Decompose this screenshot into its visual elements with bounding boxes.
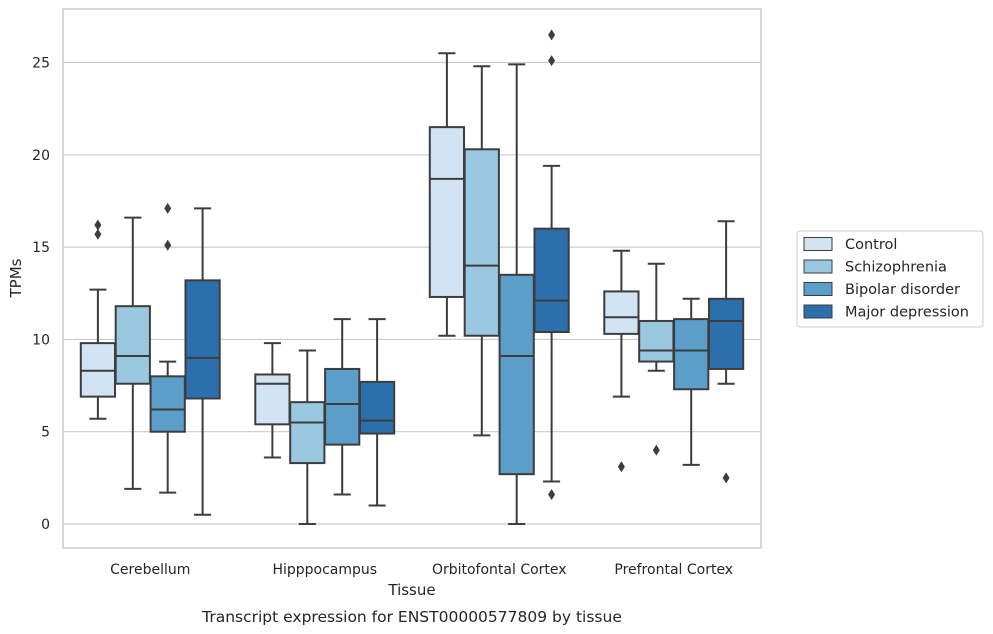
box-iqr [707, 297, 745, 370]
box-iqr [324, 367, 361, 446]
box-2-0 [428, 52, 466, 337]
box-iqr [254, 373, 291, 426]
outlier-point [548, 55, 556, 67]
box-iqr [184, 279, 221, 400]
x-axis-label: Tissue [387, 581, 435, 599]
outlier-point [94, 219, 102, 231]
box-3-3 [707, 220, 745, 484]
outlier-point [164, 239, 172, 251]
box-iqr [289, 401, 326, 465]
box-iqr [463, 148, 500, 337]
box-0-1 [114, 216, 151, 490]
outlier-point [548, 29, 556, 41]
box-3-0 [603, 249, 640, 473]
plot-frame [62, 8, 762, 549]
y-tick-label: 5 [41, 425, 50, 441]
box-1-3 [358, 318, 396, 507]
box-0-3 [184, 207, 221, 516]
legend-label: Schizophrenia [845, 260, 947, 276]
boxes [79, 29, 745, 526]
y-tick-label: 15 [32, 240, 50, 256]
box-2-3 [533, 29, 570, 500]
box-iqr [498, 273, 535, 476]
y-tick-label: 0 [41, 517, 50, 533]
x-tick-label: Hipppocampus [272, 562, 377, 578]
box-iqr [358, 380, 396, 435]
box-1-2 [324, 318, 361, 496]
outlier-point [94, 228, 102, 240]
legend-swatch [803, 282, 833, 296]
box-iqr [533, 227, 570, 334]
outlier-point [722, 472, 730, 484]
legend-swatch [803, 304, 833, 319]
box-iqr [673, 318, 710, 391]
outlier-point [652, 444, 660, 456]
box-3-2 [673, 297, 710, 466]
y-tick-label: 10 [32, 332, 50, 348]
box-2-1 [463, 65, 500, 437]
box-iqr [638, 319, 675, 363]
legend-label: Bipolar disorder [845, 282, 960, 298]
chart-caption: Transcript expression for ENST0000057780… [201, 608, 622, 626]
box-1-1 [289, 349, 326, 526]
outlier-point [617, 461, 625, 473]
y-axis-label: TPMs [7, 258, 25, 298]
y-axis-ticks: 0 5 10 15 20 25 [32, 56, 50, 533]
box-0-2 [149, 202, 186, 494]
box-2-2 [498, 63, 535, 526]
outlier-point [548, 488, 556, 500]
box-iqr [428, 126, 466, 298]
legend-swatch [803, 237, 833, 251]
x-tick-label: Prefrontal Cortex [614, 562, 733, 578]
y-tick-label: 20 [32, 148, 50, 164]
box-iqr [149, 375, 186, 433]
legend-frame [796, 230, 984, 328]
x-tick-label: Cerebellum [110, 562, 190, 578]
box-1-0 [254, 342, 291, 459]
box-0-0 [79, 219, 117, 420]
x-tick-label: Orbitofontal Cortex [432, 562, 567, 578]
legend-label: Major depression [845, 305, 969, 321]
x-axis-ticks: Cerebellum Hipppocampus Orbitofontal Corte… [110, 562, 733, 578]
box-3-1 [638, 262, 675, 456]
legend-swatch [803, 259, 833, 274]
legend-label: Control [845, 237, 897, 253]
y-tick-label: 25 [32, 56, 50, 72]
box-iqr [114, 305, 151, 385]
legend: Control Schizophrenia Bipolar disorder Majo… [796, 230, 984, 328]
box-iqr [603, 290, 640, 335]
outlier-point [164, 202, 172, 214]
